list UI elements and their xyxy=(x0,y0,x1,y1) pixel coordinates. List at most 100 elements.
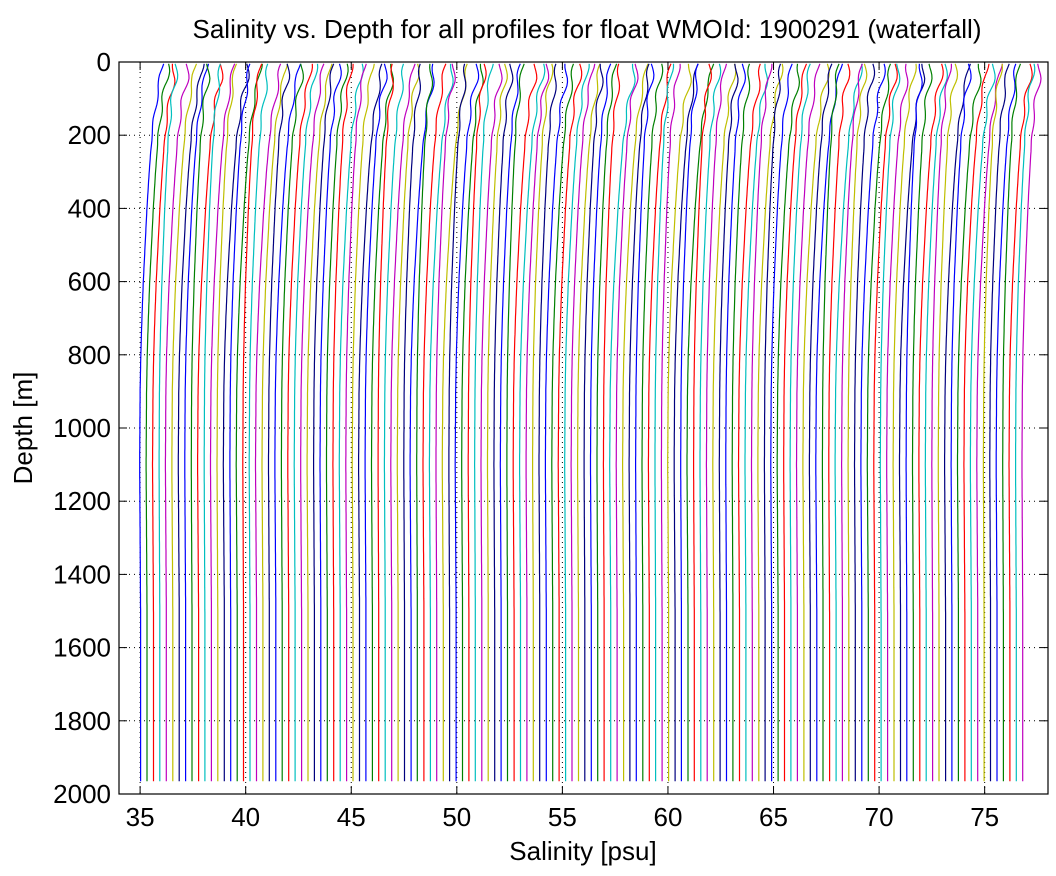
salinity-profile-line xyxy=(319,63,342,782)
ticks: 35 40 45 50 55 60 65 70 75 0 200 400 600 800 1000 1200 1… xyxy=(53,47,1048,832)
salinity-profile-line xyxy=(461,63,484,782)
salinity-profile-line xyxy=(209,63,236,782)
y-axis-label: Depth [m] xyxy=(8,372,38,485)
salinity-profile-line xyxy=(776,63,801,782)
salinity-profile-line xyxy=(969,63,996,782)
salinity-profile-line xyxy=(332,63,354,782)
y-tick-label: 200 xyxy=(68,120,111,150)
salinity-profile-line xyxy=(416,63,434,782)
salinity-profile-line xyxy=(145,63,171,782)
salinity-profile-line xyxy=(506,63,525,782)
salinity-profile-line xyxy=(222,63,250,782)
salinity-profile-line xyxy=(171,63,198,782)
salinity-profile-line xyxy=(293,63,319,782)
salinity-profile-line xyxy=(254,63,282,782)
salinity-profile-line xyxy=(280,63,304,782)
salinity-profile-line xyxy=(943,63,971,782)
salinity-profile-line xyxy=(654,63,675,782)
x-axis-label: Salinity [psu] xyxy=(509,836,656,866)
salinity-profile-line xyxy=(576,63,601,782)
x-tick-label: 45 xyxy=(337,802,366,832)
salinity-profile-line xyxy=(596,63,618,782)
salinity-profile-line xyxy=(338,63,364,782)
x-tick-label: 35 xyxy=(126,802,155,832)
y-tick-label: 1800 xyxy=(53,706,111,736)
salinity-profile-line xyxy=(731,63,751,782)
salinity-profile-line xyxy=(660,63,681,782)
salinity-profile-line xyxy=(737,63,761,782)
salinity-profile-line xyxy=(197,63,224,782)
x-tick-label: 75 xyxy=(970,802,999,832)
salinity-profile-line xyxy=(248,63,269,782)
salinity-profile-line xyxy=(345,63,367,782)
salinity-profile-line xyxy=(518,63,546,782)
y-tick-label: 1000 xyxy=(53,413,111,443)
salinity-profile-line xyxy=(834,63,863,782)
salinity-profile-line xyxy=(325,63,349,782)
x-tick-label: 60 xyxy=(653,802,682,832)
salinity-profile-line xyxy=(615,63,639,782)
salinity-profile-line xyxy=(377,63,394,782)
salinity-profile-line xyxy=(673,63,699,782)
salinity-profile-line xyxy=(995,63,1017,782)
salinity-profile-line xyxy=(493,63,514,782)
salinity-profile-line xyxy=(982,63,1004,782)
salinity-profile-line xyxy=(474,63,494,782)
salinity-profile-line xyxy=(242,63,263,782)
salinity-profile-line xyxy=(828,63,851,782)
salinity-profile-line xyxy=(1008,63,1033,782)
salinity-profile-line xyxy=(551,63,575,782)
salinity-profile-line xyxy=(564,63,590,782)
salinity-profile-line xyxy=(873,63,898,782)
salinity-profile-line xyxy=(422,63,447,782)
salinity-profile-line xyxy=(158,63,179,782)
salinity-profile-line xyxy=(789,63,811,782)
salinity-profile-line xyxy=(435,63,456,782)
x-tick-label: 70 xyxy=(865,802,894,832)
salinity-profile-line xyxy=(621,63,649,782)
salinity-profile-line xyxy=(783,63,808,782)
salinity-profile-line xyxy=(570,63,596,782)
salinity-profile-line xyxy=(544,63,569,782)
axes-background xyxy=(119,62,1048,794)
y-tick-label: 1600 xyxy=(53,633,111,663)
salinity-profile-line xyxy=(486,63,508,782)
salinity-profile-line xyxy=(989,63,1010,782)
x-tick-label: 65 xyxy=(759,802,788,832)
salinity-profile-line xyxy=(531,63,554,782)
salinity-profile-line xyxy=(1002,63,1022,782)
salinity-profile-line xyxy=(667,63,692,782)
salinity-profile-line xyxy=(886,63,909,782)
salinity-profile-line xyxy=(383,63,405,782)
salinity-profile-line xyxy=(454,63,480,782)
salinity-profile-line xyxy=(963,63,990,782)
salinity-profile-line xyxy=(139,63,165,782)
salinity-profile-line xyxy=(267,63,291,782)
salinity-profile-line xyxy=(274,63,302,782)
salinity-profile-line xyxy=(403,63,422,782)
salinity-profile-line xyxy=(358,63,383,782)
salinity-profile-line xyxy=(815,63,844,782)
salinity-profile-line xyxy=(306,63,333,782)
salinity-profile-line xyxy=(795,63,821,782)
salinity-profile-line xyxy=(396,63,420,782)
salinity-profile-line xyxy=(712,63,737,782)
profile-series-group xyxy=(139,63,1042,782)
y-tick-label: 400 xyxy=(68,193,111,223)
salinity-profile-line xyxy=(428,63,454,782)
salinity-profile-line xyxy=(525,63,550,782)
x-tick-label: 40 xyxy=(231,802,260,832)
salinity-profile-line xyxy=(718,63,739,782)
salinity-profile-line xyxy=(441,63,468,782)
salinity-profile-line xyxy=(190,63,211,782)
salinity-profile-line xyxy=(860,63,886,782)
salinity-profile-line xyxy=(821,63,840,782)
y-tick-label: 1400 xyxy=(53,559,111,589)
salinity-profile-line xyxy=(609,63,636,782)
y-tick-label: 2000 xyxy=(53,779,111,809)
salinity-profile-line xyxy=(499,63,521,782)
salinity-profile-line xyxy=(911,63,933,782)
salinity-profile-line xyxy=(692,63,713,782)
